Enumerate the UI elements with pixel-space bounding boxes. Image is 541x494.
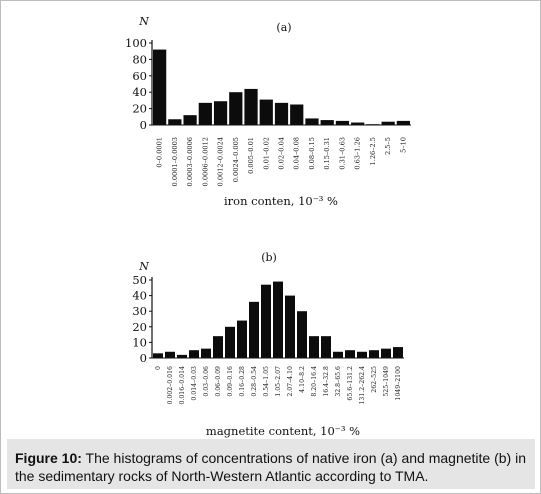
panel-a-bar-7 <box>259 99 273 125</box>
panel-b-bar-11 <box>285 295 295 358</box>
panel-b-category-label-5: 0.06–0.09 <box>215 366 222 397</box>
panel-b-y-tick-label-3: 30 <box>132 304 147 318</box>
panel-b-category-label-2: 0.016–0.014 <box>179 366 186 405</box>
panel-a-y-tick-label-1: 20 <box>132 102 147 116</box>
panel-b-category-label-13: 8.20–16.4 <box>311 366 318 397</box>
panel-b-bar-19 <box>381 348 391 358</box>
panel-a-category-label-0: 0–0.0001 <box>156 137 164 168</box>
panel-b-bar-7 <box>237 320 247 358</box>
figure-caption: Figure 10: The histograms of concentrati… <box>7 439 535 489</box>
panel-b-label: (b) <box>261 251 277 264</box>
panel-b-bar-18 <box>369 350 379 358</box>
panel-a-category-label-4: 0.0012–0.0024 <box>217 137 225 186</box>
panel-a-category-label-8: 0.02–0.04 <box>278 137 286 170</box>
panel-a-bar-15 <box>381 121 395 125</box>
panel-b-y-tick-label-4: 40 <box>132 289 147 303</box>
panel-a-bar-0 <box>153 49 167 126</box>
panel-a-bar-2 <box>183 115 197 125</box>
panel-a-bar-9 <box>290 104 304 125</box>
panel-a-category-label-10: 0.08–0.15 <box>308 137 316 170</box>
panel-a-category-label-12: 0.31–0.63 <box>338 137 346 170</box>
panel-b-bar-16 <box>345 350 355 358</box>
panel-b-y-tick-label-5: 50 <box>132 273 147 287</box>
panel-b-bar-17 <box>357 351 367 358</box>
panel-b-category-label-1: 0.002–0.016 <box>167 366 174 405</box>
panel-b-bar-3 <box>189 350 199 358</box>
panel-a-y-tick-label-0: 0 <box>140 118 147 132</box>
panel-b-x-axis-label: magnetite content, 10⁻³ % <box>206 424 360 438</box>
panel-b-category-label-4: 0.03–0.06 <box>203 366 210 397</box>
panel-b-bar-12 <box>297 311 307 358</box>
panel-b-bar-0 <box>153 353 163 358</box>
panel-a-category-label-16: 5–10 <box>399 137 407 153</box>
panel-a-bar-8 <box>274 102 289 125</box>
panel-b-bar-1 <box>165 351 175 358</box>
panel-b-bar-2 <box>177 354 187 358</box>
panel-a-y-tick-label-4: 80 <box>132 52 147 66</box>
panel-a-category-label-6: 0.005–0.01 <box>247 137 255 174</box>
panel-b-category-label-6: 0.09–0.16 <box>227 366 234 397</box>
panel-a-category-label-9: 0.04–0.08 <box>293 137 301 170</box>
panel-b-bar-9 <box>261 284 271 358</box>
panel-a-label: (a) <box>276 21 291 34</box>
panel-b-category-label-17: 131.2–262.4 <box>359 366 366 405</box>
panel-b-category-label-12: 4.10–8.2 <box>299 366 306 393</box>
panel-a-category-label-11: 0.15–0.31 <box>323 137 331 170</box>
panel-b-category-label-19: 525–1049 <box>383 366 390 397</box>
panel-b-bar-4 <box>201 348 211 358</box>
panel-b-bar-20 <box>393 347 403 358</box>
caption-text: The histograms of concentrations of nati… <box>15 450 526 484</box>
panel-b-bar-14 <box>321 336 331 358</box>
panel-b-category-label-20: 1049–2100 <box>395 366 402 401</box>
panel-b-category-label-0: 0 <box>155 366 162 370</box>
panel-a-y-axis-label: N <box>138 15 149 28</box>
panel-b-bar-6 <box>225 326 235 358</box>
panel-b-bar-15 <box>333 351 343 358</box>
panel-b-y-axis-label: N <box>138 260 149 273</box>
panel-b-category-label-14: 16.4–32.8 <box>323 366 330 397</box>
panel-a-category-label-15: 2.5–5 <box>384 137 392 155</box>
panel-a-bar-5 <box>229 92 243 125</box>
panel-b-category-label-9: 0.54–1.05 <box>263 366 270 397</box>
panel-a-x-axis-label: iron conten, 10⁻³ % <box>224 194 338 208</box>
panel-b-category-label-15: 32.8–65.6 <box>335 366 342 397</box>
panel-b-category-label-3: 0.014–0.03 <box>191 366 198 401</box>
panel-b-category-label-11: 2.07–4.10 <box>287 366 294 397</box>
panel-a-bar-10 <box>305 118 319 125</box>
panel-b-bar-13 <box>309 336 319 358</box>
panel-b-bar-5 <box>213 336 223 358</box>
panel-b-category-label-7: 0.16–0.28 <box>239 366 246 397</box>
panel-a-category-label-3: 0.0006–0.0012 <box>201 137 209 186</box>
panel-a-y-tick-label-3: 60 <box>132 69 147 83</box>
panel-b-category-label-10: 1.05–2.07 <box>275 366 282 397</box>
panel-a-y-tick-label-5: 100 <box>125 36 147 50</box>
panel-a-bar-16 <box>396 120 410 125</box>
caption-label: Figure 10: <box>15 450 82 466</box>
panel-b-y-tick-label-2: 20 <box>132 320 147 334</box>
panel-a-category-label-1: 0.0001–0.0003 <box>171 137 179 186</box>
panel-a-bar-4 <box>213 101 228 125</box>
panel-b-bar-8 <box>249 301 259 358</box>
panel-a-bar-1 <box>168 119 182 125</box>
panel-a-bar-3 <box>198 102 212 125</box>
panel-b-category-label-16: 65.6–131.2 <box>347 366 354 401</box>
panel-a-category-label-5: 0.0024–0.005 <box>232 137 240 182</box>
panel-a-y-tick-label-2: 40 <box>132 85 147 99</box>
panel-b-y-tick-label-0: 0 <box>140 351 147 365</box>
panel-b-category-label-18: 262–525 <box>371 366 378 393</box>
panel-a-category-label-7: 0.01–0.02 <box>262 137 270 170</box>
panel-b-bar-10 <box>273 281 283 358</box>
panel-a-bar-12 <box>335 120 350 125</box>
panel-a-bar-11 <box>320 120 334 125</box>
panel-a-bar-6 <box>244 88 258 125</box>
panel-a-category-label-14: 1.26–2.5 <box>369 137 377 165</box>
panel-b-category-label-8: 0.28–0.54 <box>251 366 258 397</box>
panel-b-y-tick-label-1: 10 <box>132 335 147 349</box>
panel-a-bar-13 <box>351 122 365 125</box>
panel-a-category-label-2: 0.0003–0.0006 <box>186 137 194 186</box>
panel-a-category-label-13: 0.63–1.26 <box>354 137 362 170</box>
